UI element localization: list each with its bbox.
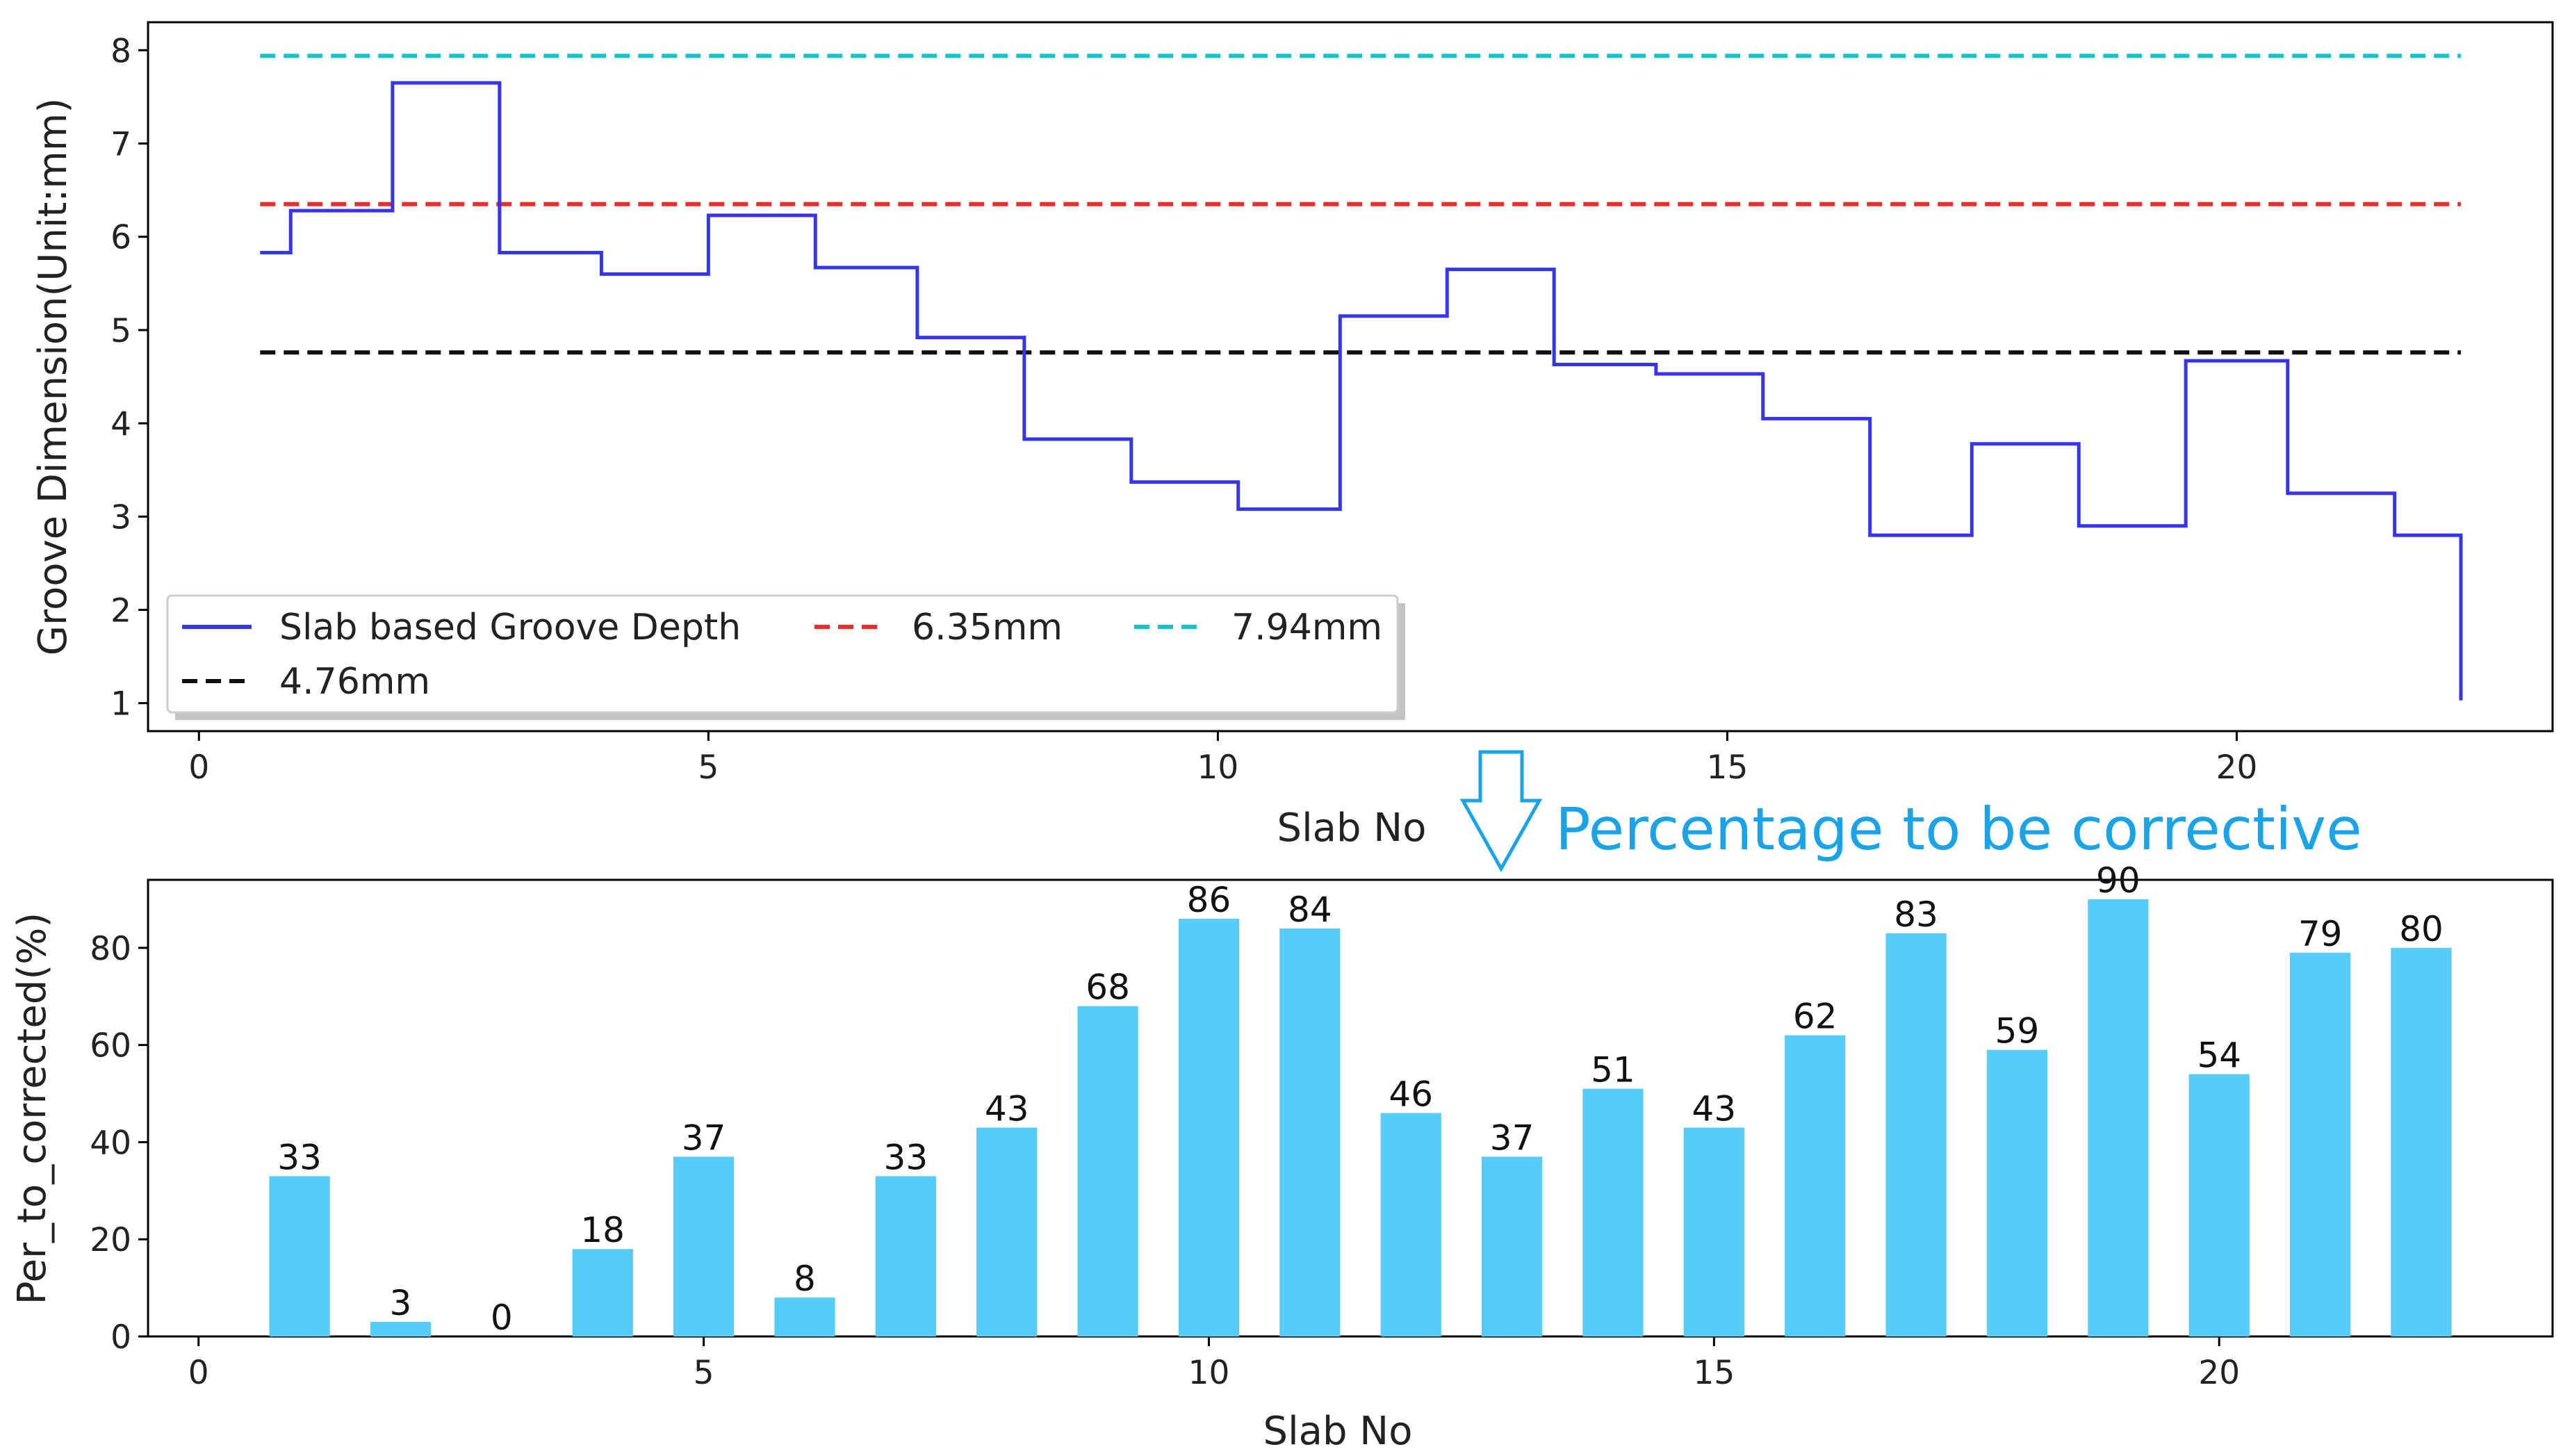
bottom-x-tick-label: 15: [1693, 1354, 1735, 1392]
bottom-y-tick-label: 80: [90, 930, 131, 968]
bar-slab-15: [1683, 1127, 1744, 1336]
bar-value-label: 84: [1288, 890, 1332, 930]
annotation-text: Percentage to be corrective: [1555, 795, 2362, 863]
bar-slab-5: [673, 1156, 735, 1336]
bottom-x-axis-label: Slab No: [1263, 1409, 1413, 1454]
top-x-axis-label: Slab No: [1277, 805, 1427, 851]
top-y-tick-label: 3: [110, 498, 131, 537]
top-y-tick-label: 6: [110, 219, 131, 257]
legend-box: [166, 594, 1399, 714]
bar-value-label: 86: [1187, 880, 1231, 920]
top-x-ticks: 0 5 10 15 20: [188, 731, 2257, 787]
bar-value-label: 43: [985, 1088, 1029, 1129]
bottom-x-tick-label: 10: [1188, 1354, 1230, 1392]
bar-slab-14: [1582, 1088, 1644, 1336]
top-x-tick-label: 5: [698, 749, 719, 787]
bar-slab-11: [1279, 928, 1341, 1336]
bar-value-label: 80: [2399, 909, 2443, 949]
bar-slab-16: [1785, 1035, 1846, 1336]
bar-slab-18: [1986, 1049, 2048, 1336]
legend-label-6-35mm: 6.35mm: [912, 607, 1063, 648]
legend-label-7-94mm: 7.94mm: [1231, 607, 1382, 648]
bar-slab-12: [1380, 1113, 1441, 1336]
bottom-y-tick-label: 60: [90, 1027, 131, 1065]
down-arrow-icon: [1459, 750, 1543, 873]
top-y-tick-label: 8: [110, 32, 131, 70]
bar-value-label: 59: [1995, 1011, 2040, 1052]
bar-value-label: 37: [1490, 1118, 1534, 1158]
bottom-x-tick-label: 0: [188, 1354, 209, 1392]
top-y-axis-label: Groove Dimension(Unit:mm): [31, 98, 76, 655]
bar-slab-17: [1885, 933, 1947, 1336]
bottom-y-axis-label: Per_to_corrected(%): [10, 913, 55, 1304]
legend: Slab based Groove Depth 6.35mm 7.94mm 4.…: [166, 594, 1405, 720]
top-x-tick-label: 15: [1707, 749, 1749, 787]
bar-value-label: 46: [1389, 1074, 1433, 1114]
top-x-tick-label: 20: [2216, 749, 2258, 787]
bottom-y-tick-label: 20: [90, 1221, 131, 1259]
bottom-y-ticks: 0 20 40 60 80: [90, 930, 148, 1357]
bar-value-label: 79: [2298, 914, 2343, 954]
legend-label-groove-depth: Slab based Groove Depth: [279, 607, 741, 648]
bar-value-label: 18: [580, 1210, 625, 1250]
bar-slab-9: [1077, 1006, 1138, 1336]
bar-value-label: 3: [390, 1283, 412, 1323]
bar-slab-7: [875, 1176, 936, 1336]
bar-slab-8: [976, 1127, 1038, 1336]
bar-value-label: 8: [794, 1259, 816, 1299]
bar-slab-6: [774, 1298, 835, 1336]
bar-slab-20: [2188, 1074, 2250, 1336]
top-y-tick-label: 2: [110, 592, 131, 630]
bottom-x-tick-label: 5: [694, 1354, 714, 1392]
bar-slab-21: [2290, 952, 2351, 1336]
groove-depth-chart: 1 2 3 4 5 6 7 8 0 5 10 15 20 Groove Dimension(Unit:…: [31, 21, 2554, 787]
top-y-ticks: 1 2 3 4 5 6 7 8: [110, 32, 148, 723]
bar-slab-22: [2391, 947, 2452, 1336]
top-x-tick-label: 0: [188, 749, 209, 787]
bar-value-label: 0: [491, 1298, 513, 1338]
bar-value-label: 90: [2096, 860, 2140, 901]
bottom-plot-frame: [147, 878, 2554, 1338]
top-y-tick-label: 1: [110, 685, 131, 723]
top-x-tick-label: 10: [1197, 749, 1239, 787]
bar-slab-19: [2088, 899, 2149, 1336]
bar-value-label: 83: [1894, 894, 1938, 935]
bar-slab-1: [269, 1176, 330, 1336]
bar-slab-2: [370, 1322, 432, 1336]
legend-label-4-76mm: 4.76mm: [279, 661, 430, 703]
bar-value-label: 33: [884, 1137, 928, 1177]
bar-value-label: 62: [1793, 997, 1837, 1037]
bar-value-label: 43: [1692, 1088, 1737, 1129]
bar-value-label: 51: [1591, 1050, 1635, 1090]
top-y-tick-label: 5: [110, 312, 131, 350]
bottom-y-tick-label: 0: [110, 1318, 131, 1357]
bottom-x-tick-label: 20: [2198, 1354, 2240, 1392]
groove-depth-step-line: [260, 81, 2463, 701]
bar-value-label: 33: [277, 1137, 322, 1177]
bar-value-label: 37: [682, 1118, 726, 1158]
bottom-x-ticks: 0 5 10 15 20: [188, 1336, 2240, 1392]
bar-slab-10: [1178, 918, 1240, 1336]
top-y-tick-label: 7: [110, 125, 131, 163]
bar-slab-13: [1481, 1156, 1543, 1336]
top-series-group: [260, 54, 2463, 701]
bar-slab-4: [572, 1249, 633, 1336]
bar-value-label: 54: [2197, 1036, 2241, 1076]
bottom-y-tick-label: 40: [90, 1124, 131, 1162]
bar-value-label: 68: [1086, 967, 1130, 1008]
top-y-tick-label: 4: [110, 405, 131, 443]
